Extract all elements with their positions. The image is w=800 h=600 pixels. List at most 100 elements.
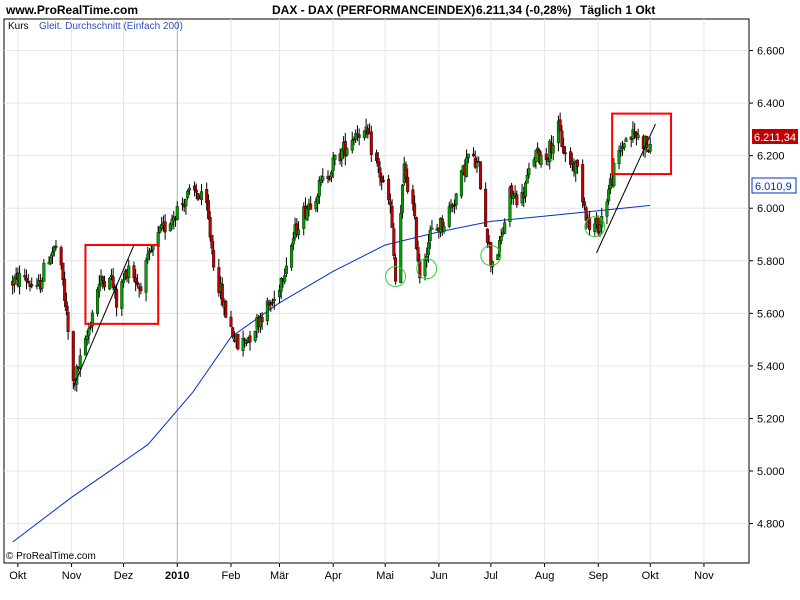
candle-body xyxy=(378,167,382,178)
candle-body xyxy=(551,145,555,154)
candle-body xyxy=(71,331,75,381)
y-tick-label: 5.400 xyxy=(757,361,785,373)
y-tick-label: 6.600 xyxy=(757,46,785,58)
candle-body xyxy=(12,277,16,285)
candle-body xyxy=(194,189,198,193)
candle-body xyxy=(51,251,55,257)
price-tag-label: 6.211,34 xyxy=(754,132,796,144)
y-tick-label: 5.600 xyxy=(757,308,785,320)
candle-body xyxy=(90,312,94,327)
annotation-circle xyxy=(480,245,502,267)
candle-body xyxy=(122,279,126,283)
grid xyxy=(4,19,749,563)
candle-body xyxy=(96,289,100,314)
candle-body xyxy=(466,153,470,159)
period-label: Täglich 1 Okt xyxy=(580,3,656,17)
chart-header: www.ProRealTime.com DAX - DAX (PERFORMAN… xyxy=(0,0,800,19)
candle-body xyxy=(283,275,287,282)
candle-body xyxy=(97,283,101,292)
site-name[interactable]: www.ProRealTime.com xyxy=(6,3,139,17)
annotation-trendline xyxy=(596,123,656,254)
candle-body xyxy=(636,134,640,138)
ma-legend: Gleit. Durchschnitt (Einfach 200) xyxy=(39,21,183,32)
candle-body xyxy=(26,281,30,283)
annotation-trendline xyxy=(72,244,135,388)
candle-body xyxy=(64,301,68,311)
candle-body xyxy=(536,147,540,150)
annotation-box xyxy=(84,244,160,325)
candle-body xyxy=(484,188,488,227)
candle-body xyxy=(563,152,567,155)
candle-body xyxy=(49,257,53,264)
x-tick-label: Jun xyxy=(430,570,448,582)
candle-body xyxy=(475,162,479,168)
candle-body xyxy=(317,179,321,197)
candle-body xyxy=(459,170,463,197)
last-price: 6.211,34 (-0,28%) xyxy=(476,3,572,17)
candle-body xyxy=(404,164,408,179)
candle-body xyxy=(42,262,46,282)
candle-body xyxy=(600,215,604,228)
candle-body xyxy=(291,238,295,245)
candle-body xyxy=(392,228,396,256)
y-tick-label: 6.000 xyxy=(757,203,785,215)
candle-body xyxy=(491,261,495,268)
candle-body xyxy=(40,280,44,289)
candle-body xyxy=(134,277,138,283)
candle-body xyxy=(622,143,626,148)
annotations-layer xyxy=(72,112,673,388)
candle-body xyxy=(305,208,309,221)
candle-body xyxy=(631,129,635,140)
x-tick-label: Feb xyxy=(221,570,240,582)
candle-body xyxy=(556,120,560,144)
series-label: Kurs xyxy=(8,21,29,32)
candle-body xyxy=(394,257,398,282)
candle-body xyxy=(321,176,325,181)
ma-tag-label: 6.010,9 xyxy=(755,181,792,193)
annotation-circle xyxy=(584,216,606,238)
x-tick-label: Apr xyxy=(325,570,342,582)
annotation-circle xyxy=(385,266,407,288)
candle-body xyxy=(524,182,528,197)
candle-body xyxy=(220,283,224,306)
candle-body xyxy=(309,203,313,210)
plot-area xyxy=(3,18,750,564)
candle-body xyxy=(163,221,167,233)
candle-body xyxy=(146,253,150,260)
candle-body xyxy=(200,191,204,200)
candle-body xyxy=(411,189,415,204)
candle-body xyxy=(186,191,190,198)
candle-body xyxy=(452,204,456,207)
candle-body xyxy=(416,247,420,262)
candle-body xyxy=(61,262,65,280)
candle-body xyxy=(414,217,418,249)
candle-body xyxy=(210,235,214,249)
candle-body xyxy=(111,276,115,288)
candles-layer xyxy=(11,112,652,392)
candle-body xyxy=(498,240,502,256)
candle-body xyxy=(624,138,628,143)
candle-body xyxy=(562,146,566,154)
candle-body xyxy=(534,150,538,162)
candle-body xyxy=(430,227,434,230)
candle-body xyxy=(605,201,609,217)
candle-body xyxy=(316,196,320,204)
candle-body xyxy=(478,161,482,190)
candle-body xyxy=(447,206,451,227)
y-tick-label: 5.000 xyxy=(757,466,785,478)
candle-body xyxy=(229,316,233,327)
y-tick-label: 5.800 xyxy=(757,256,785,268)
annotation-box xyxy=(611,112,673,176)
candle-body xyxy=(35,285,39,287)
candle-body xyxy=(423,259,427,277)
candle-body xyxy=(89,326,93,329)
candle-body xyxy=(208,217,212,238)
candle-body xyxy=(340,149,344,160)
candle-body xyxy=(54,245,58,248)
candle-body xyxy=(297,229,301,235)
candle-body xyxy=(390,205,394,228)
x-tick-label: Dez xyxy=(114,570,134,582)
candle-body xyxy=(284,265,288,274)
candle-body xyxy=(271,301,275,304)
